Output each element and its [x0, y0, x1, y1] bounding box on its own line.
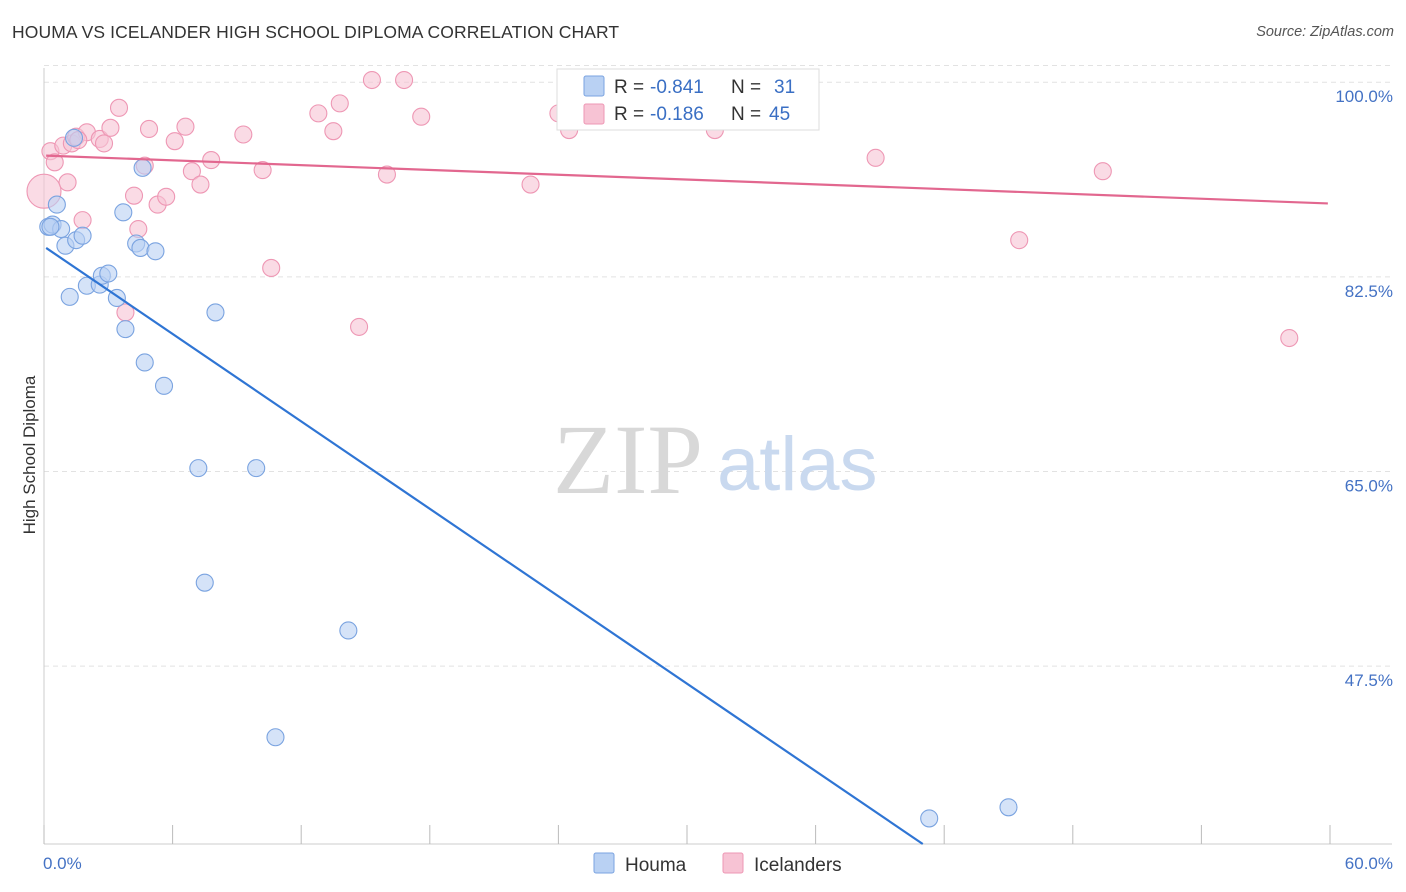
tick-labels: 100.0% 82.5% 65.0% 47.5% 0.0% 60.0%	[43, 87, 1393, 873]
legend-r-label-houma: R =	[614, 77, 644, 98]
houma-point-25	[247, 459, 266, 478]
icelanders-point-23	[234, 125, 253, 144]
legend-n-label-houma: N =	[731, 77, 761, 98]
icelanders-point-21	[191, 175, 210, 194]
watermark-atlas: atlas	[717, 422, 878, 507]
houma-point-8	[73, 226, 92, 245]
houma-points	[39, 128, 1018, 828]
legend-r-label-icelanders: R =	[614, 104, 644, 125]
bottom-legend-swatch-houma	[593, 852, 615, 874]
houma-point-14	[114, 203, 133, 222]
houma-point-29	[999, 798, 1018, 817]
icelanders-point-40	[1093, 162, 1112, 181]
icelanders-point-17	[157, 187, 176, 206]
y-tick-label-0: 100.0%	[1335, 87, 1393, 106]
watermark-zip: ZIP	[553, 404, 703, 515]
legend-r-value-icelanders: -0.186	[650, 104, 704, 125]
legend-n-value-icelanders: 45	[769, 104, 790, 125]
legend: R = -0.841 N = 31 R = -0.186 N = 45	[556, 68, 820, 131]
houma-point-28	[920, 809, 939, 828]
icelanders-point-32	[395, 70, 414, 90]
bottom-legend-label-icelanders: Icelanders	[754, 855, 842, 876]
icelanders-point-27	[324, 122, 343, 141]
houma-point-20	[146, 242, 165, 261]
y-axis-label: High School Diploma	[20, 375, 39, 534]
icelanders-trend-line	[46, 154, 1328, 205]
houma-point-22	[189, 459, 208, 478]
icelanders-point-9	[101, 118, 120, 137]
houma-point-26	[266, 728, 285, 747]
bottom-legend-label-houma: Houma	[625, 855, 687, 876]
bottom-legend: Houma Icelanders	[593, 852, 842, 876]
icelanders-point-31	[377, 165, 396, 184]
houma-point-24	[206, 303, 225, 322]
legend-r-value-houma: -0.841	[650, 77, 704, 98]
icelanders-point-20	[182, 162, 201, 181]
gridlines	[44, 65, 1392, 667]
icelanders-point-6	[73, 211, 92, 230]
icelanders-point-42	[94, 134, 114, 153]
houma-point-30	[41, 217, 60, 236]
x-tick-label-1: 60.0%	[1345, 854, 1393, 873]
icelanders-point-15	[139, 119, 159, 138]
trend-lines	[45, 154, 1328, 845]
houma-point-18	[133, 158, 152, 177]
icelanders-point-24	[253, 161, 272, 180]
icelanders-point-12	[124, 186, 144, 205]
houma-point-23	[195, 573, 214, 592]
icelanders-point-19	[176, 117, 195, 136]
legend-n-label-icelanders: N =	[731, 104, 761, 125]
houma-point-27	[339, 621, 358, 640]
houma-point-6	[64, 128, 84, 147]
x-tick-label-0: 0.0%	[43, 854, 82, 873]
zipatlas-watermark: ZIP atlas	[553, 404, 878, 515]
icelanders-point-26	[309, 104, 328, 123]
icelanders-point-10	[109, 98, 129, 117]
houma-point-12	[99, 264, 118, 283]
houma-point-21	[154, 376, 174, 395]
icelanders-point-29	[350, 317, 369, 336]
bottom-legend-swatch-icelanders	[722, 852, 744, 874]
icelanders-point-41	[1280, 328, 1299, 348]
houma-point-5	[60, 287, 79, 306]
source-credit: Source: ZipAtlas.com	[1256, 24, 1394, 40]
houma-point-2	[47, 195, 66, 214]
chart-title: HOUMA VS ICELANDER HIGH SCHOOL DIPLOMA C…	[12, 22, 620, 42]
icelanders-point-28	[330, 94, 349, 113]
icelanders-point-22	[202, 151, 221, 170]
houma-point-17	[131, 238, 150, 257]
y-tick-label-3: 47.5%	[1345, 671, 1393, 690]
houma-point-15	[116, 320, 135, 339]
icelanders-point-1	[45, 153, 64, 172]
icelanders-point-18	[165, 132, 184, 151]
icelanders-point-34	[521, 175, 540, 194]
icelanders-point-30	[362, 70, 381, 90]
houma-trend-line	[45, 247, 924, 845]
legend-swatch-houma	[583, 75, 605, 97]
icelanders-point-3	[58, 173, 77, 192]
legend-n-value-houma: 31	[774, 77, 795, 98]
icelanders-point-39	[1010, 231, 1029, 250]
y-tick-label-1: 82.5%	[1345, 282, 1393, 301]
icelanders-point-33	[412, 107, 431, 126]
houma-point-19	[135, 353, 154, 372]
y-tick-label-2: 65.0%	[1345, 476, 1393, 495]
icelanders-point-38	[866, 148, 885, 167]
icelanders-point-25	[262, 258, 281, 278]
legend-swatch-icelanders	[583, 103, 605, 125]
